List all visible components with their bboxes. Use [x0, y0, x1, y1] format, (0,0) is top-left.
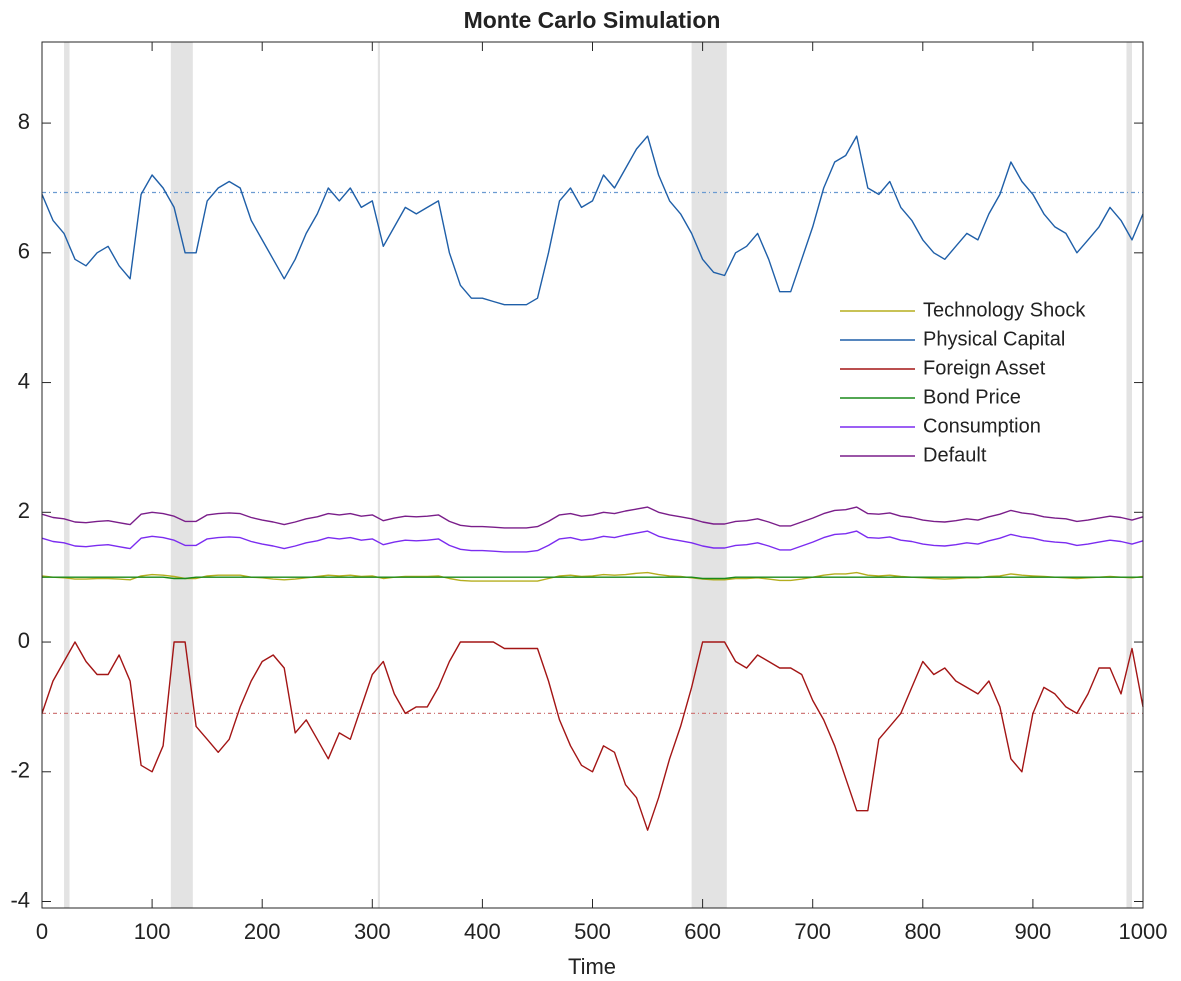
shaded-region [691, 42, 727, 908]
shaded-region [1126, 42, 1132, 908]
y-tick-label: -2 [10, 758, 30, 783]
shaded-region [170, 42, 193, 908]
x-tick-label: 600 [684, 919, 721, 944]
y-tick-label: 2 [18, 498, 30, 523]
x-tick-label: 700 [794, 919, 831, 944]
series-line [41, 571, 1144, 582]
legend-label: Bond Price [923, 386, 1021, 408]
series-line [42, 576, 1143, 580]
x-tick-label: 200 [244, 919, 281, 944]
x-tick-label: 500 [574, 919, 611, 944]
y-tick-label: -4 [10, 887, 30, 912]
legend-label: Physical Capital [923, 328, 1065, 350]
series-line [41, 530, 1144, 553]
chart-title: Monte Carlo Simulation [464, 7, 721, 33]
x-tick-label: 1000 [1119, 919, 1168, 944]
y-tick-label: 0 [18, 628, 30, 653]
shaded-region [377, 42, 381, 908]
y-tick-label: 6 [18, 239, 30, 264]
legend-label: Technology Shock [923, 299, 1086, 321]
y-tick-label: 8 [18, 109, 30, 134]
x-tick-label: 900 [1015, 919, 1052, 944]
legend-label: Foreign Asset [923, 357, 1046, 379]
x-axis-label: Time [568, 954, 616, 979]
shaded-region [64, 42, 70, 908]
x-tick-label: 0 [36, 919, 48, 944]
legend-label: Consumption [923, 415, 1041, 437]
x-tick-label: 100 [134, 919, 171, 944]
series-line [41, 135, 1144, 306]
x-tick-label: 400 [464, 919, 501, 944]
legend-label: Default [923, 444, 987, 466]
series-line [41, 506, 1144, 529]
y-tick-label: 4 [18, 368, 30, 393]
series-line [41, 641, 1144, 831]
x-tick-label: 300 [354, 919, 391, 944]
x-tick-label: 800 [904, 919, 941, 944]
